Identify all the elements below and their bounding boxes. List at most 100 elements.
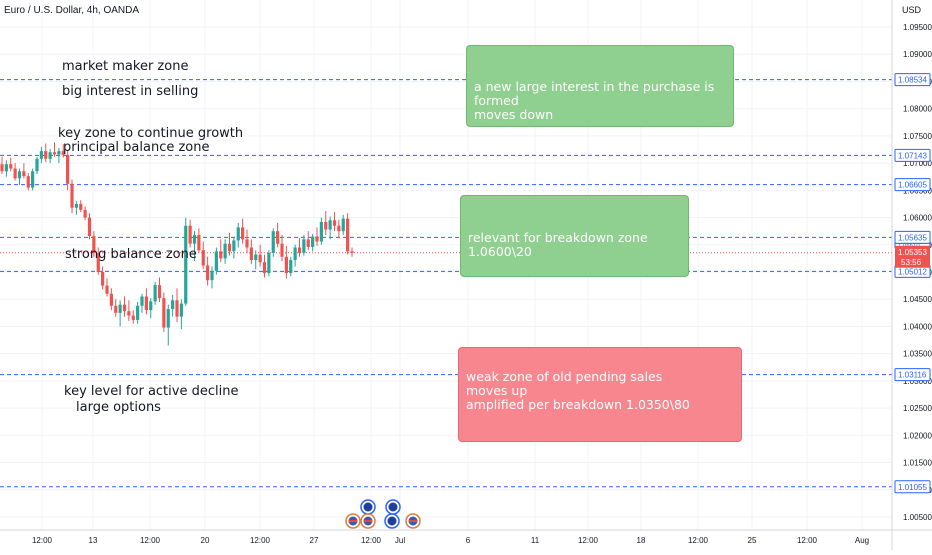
candle-body[interactable] — [166, 309, 170, 328]
candle-body[interactable] — [79, 203, 83, 210]
candle-body[interactable] — [332, 220, 337, 226]
candle-body[interactable] — [302, 239, 306, 253]
candle-body[interactable] — [328, 220, 332, 230]
candle-body[interactable] — [254, 254, 258, 261]
candle-body[interactable] — [13, 168, 17, 179]
candle-body[interactable] — [311, 236, 315, 247]
candle-body[interactable] — [44, 151, 48, 159]
candle-body[interactable] — [127, 311, 131, 316]
candle-body[interactable] — [341, 218, 345, 232]
candle-body[interactable] — [241, 227, 245, 240]
candle-body[interactable] — [227, 243, 232, 252]
candle-body[interactable] — [337, 225, 341, 232]
candle-body[interactable] — [262, 262, 267, 274]
candle-body[interactable] — [171, 300, 175, 310]
candle-body[interactable] — [0, 164, 4, 172]
candle-body[interactable] — [271, 231, 275, 253]
note-large-options[interactable]: large options — [76, 400, 161, 415]
candle-body[interactable] — [201, 250, 205, 266]
candle-body[interactable] — [9, 164, 13, 169]
candle-body[interactable] — [52, 152, 57, 155]
candle-body[interactable] — [289, 260, 293, 274]
candle-body[interactable] — [96, 252, 100, 272]
candle-body[interactable] — [350, 251, 354, 253]
note-strong-balance[interactable]: strong balance zone — [65, 247, 197, 262]
candle-body[interactable] — [210, 270, 214, 281]
candle-body[interactable] — [293, 247, 297, 261]
note-big-interest[interactable]: big interest in selling — [62, 84, 199, 99]
candle-body[interactable] — [280, 243, 284, 257]
candle-body[interactable] — [179, 303, 183, 317]
time-tick-label: 27 — [310, 536, 319, 545]
time-tick-label: 12:00 — [250, 536, 271, 545]
candle-body[interactable] — [297, 247, 302, 253]
candle-body[interactable] — [26, 176, 30, 188]
candle-body[interactable] — [192, 234, 197, 244]
level-label: 1.07143 — [898, 151, 927, 160]
note-principal-balance[interactable]: principal balance zone — [63, 140, 210, 155]
candle-body[interactable] — [175, 300, 179, 317]
candle-body[interactable] — [114, 305, 118, 313]
candle-body[interactable] — [92, 236, 96, 253]
candle-body[interactable] — [17, 171, 22, 179]
candle-body[interactable] — [236, 227, 240, 241]
candle-body[interactable] — [136, 305, 140, 320]
candle-body[interactable] — [223, 243, 227, 259]
candle-body[interactable] — [131, 315, 135, 320]
candle-body[interactable] — [74, 203, 78, 208]
candle-body[interactable] — [105, 285, 109, 294]
candle-body[interactable] — [118, 304, 122, 313]
candle-body[interactable] — [206, 265, 210, 281]
candle-body[interactable] — [284, 256, 288, 274]
candle-body[interactable] — [87, 217, 92, 237]
candle-body[interactable] — [48, 152, 52, 159]
candle-body[interactable] — [346, 218, 350, 252]
candle-body[interactable] — [122, 304, 127, 312]
candle-body[interactable] — [315, 236, 319, 242]
candle-body[interactable] — [219, 251, 223, 259]
candle-body[interactable] — [197, 234, 201, 251]
candle-body[interactable] — [149, 301, 153, 311]
candle-body[interactable] — [184, 225, 188, 304]
candle-body[interactable] — [57, 151, 61, 155]
candle-body[interactable] — [249, 247, 253, 261]
candle-body[interactable] — [144, 296, 148, 311]
candle-body[interactable] — [22, 171, 26, 177]
candle-body[interactable] — [267, 252, 271, 274]
note-key-zone[interactable]: key zone to continue growth — [58, 126, 244, 141]
support-resistance-levels — [0, 79, 892, 488]
sales-box-line1: weak zone of old pending sales — [466, 369, 663, 384]
candle-body[interactable] — [61, 151, 65, 155]
candle-body[interactable] — [157, 285, 162, 299]
candle-body[interactable] — [324, 221, 328, 230]
candle-body[interactable] — [162, 298, 166, 328]
candle-body[interactable] — [109, 293, 113, 306]
candle-body[interactable] — [83, 209, 87, 218]
candle-body[interactable] — [258, 254, 262, 263]
candle-body[interactable] — [245, 239, 249, 248]
note-key-level[interactable]: key level for active decline — [64, 384, 239, 399]
candle-body[interactable] — [101, 271, 105, 286]
candle-body[interactable] — [276, 231, 280, 244]
candle-body[interactable] — [31, 171, 35, 188]
breakdown-zone-box[interactable]: relevant for breakdown zone 1.0600\20 — [460, 195, 689, 277]
candle-body[interactable] — [39, 151, 43, 159]
candle-body[interactable] — [153, 285, 157, 302]
candle-body[interactable] — [66, 154, 70, 184]
candle-body[interactable] — [4, 164, 8, 172]
candle-body[interactable] — [214, 251, 218, 271]
candle-body[interactable] — [140, 296, 144, 306]
candle-body[interactable] — [306, 239, 310, 247]
note-market-maker[interactable]: market maker zone — [62, 59, 189, 74]
candle-body[interactable] — [70, 183, 74, 208]
buy-interest-box[interactable]: a new large interest in the purchase is … — [466, 45, 734, 127]
candle-body[interactable] — [232, 240, 236, 252]
candle-body[interactable] — [319, 221, 323, 242]
candle-body[interactable] — [188, 225, 192, 244]
candle-body[interactable] — [35, 158, 39, 172]
buy-box-line1: a new large interest in the purchase is … — [474, 79, 715, 108]
symbol-title[interactable]: Euro / U.S. Dollar, 4h, OANDA — [4, 5, 140, 16]
sales-zone-box[interactable]: weak zone of old pending sales moves up … — [458, 347, 742, 442]
